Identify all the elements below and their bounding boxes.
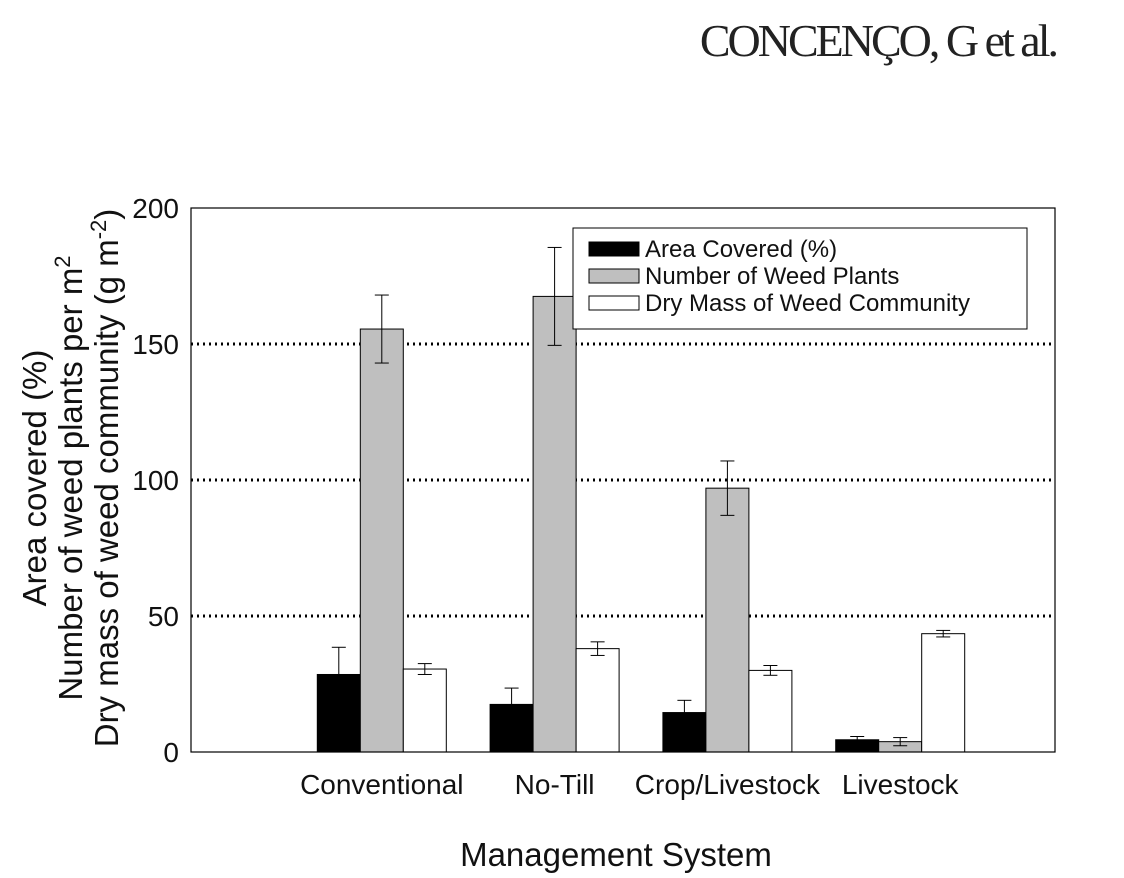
legend-swatch — [588, 241, 640, 257]
bar — [359, 328, 404, 753]
y-axis-title-tail: ) — [88, 209, 125, 220]
y-axis-title-line: Area covered (%) — [16, 350, 53, 607]
y-tick-label: 0 — [163, 737, 179, 768]
legend-swatch — [588, 268, 640, 284]
x-tick-label: Livestock — [842, 769, 960, 800]
x-tick-label: No-Till — [515, 769, 595, 800]
y-tick-label: 150 — [132, 329, 179, 360]
legend-swatch — [588, 295, 640, 311]
y-tick-label: 50 — [148, 601, 179, 632]
legend-box — [572, 227, 1028, 330]
y-axis-title-line: Dry mass of weed community (g m — [88, 239, 125, 747]
x-tick-label: Crop/Livestock — [635, 769, 821, 800]
y-axis-title-line: Number of weed plants per m — [52, 268, 89, 701]
y-axis-title: Area covered (%)Number of weed plants pe… — [16, 209, 125, 748]
y-axis-title-superscript: 2 — [50, 255, 75, 267]
y-tick-label: 100 — [132, 465, 179, 496]
bar — [402, 668, 447, 753]
plot-frame — [190, 207, 1056, 753]
x-axis-title: Management System — [460, 836, 772, 873]
y-axis-title-superscript: -2 — [86, 220, 111, 240]
legend-label: Dry Mass of Weed Community — [645, 290, 970, 317]
y-tick-label: 200 — [132, 193, 179, 224]
bar — [705, 487, 750, 753]
bar — [532, 295, 577, 753]
author-citation: CONCENÇO, G et al. — [699, 15, 1059, 66]
bar — [748, 669, 793, 753]
legend-label: Area Covered (%) — [645, 236, 837, 263]
x-tick-label: Conventional — [300, 769, 463, 800]
legend-label: Number of Weed Plants — [645, 263, 899, 290]
bar — [575, 648, 620, 753]
bar — [921, 633, 966, 753]
